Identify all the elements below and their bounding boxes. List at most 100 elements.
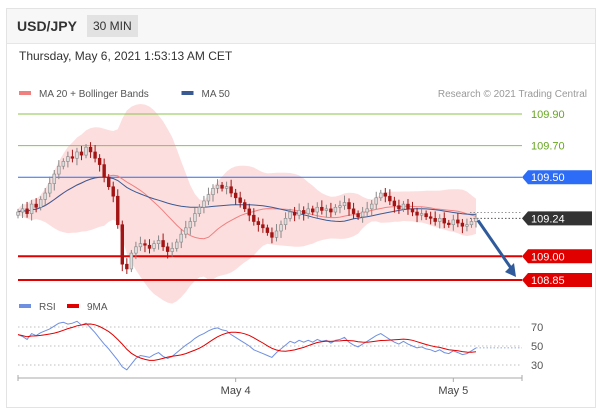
candle-body bbox=[410, 208, 415, 213]
candle-body bbox=[406, 203, 410, 210]
candle-body bbox=[57, 165, 61, 175]
candle-body bbox=[75, 151, 79, 159]
candle-body bbox=[469, 221, 474, 225]
candle-body bbox=[283, 218, 288, 225]
ma50-legend-swatch bbox=[181, 91, 194, 95]
ma20-legend-label: MA 20 + Bollinger Bands bbox=[39, 89, 149, 100]
candle-body bbox=[48, 183, 52, 194]
candle-body bbox=[252, 214, 256, 222]
symbol-title: USD/JPY bbox=[17, 18, 77, 34]
forecast-arrow-head bbox=[505, 263, 516, 277]
candle-body bbox=[274, 230, 279, 238]
rsi-legend-label: RSI bbox=[39, 302, 56, 313]
candle-body bbox=[43, 192, 47, 200]
candle-body bbox=[20, 208, 25, 213]
candle-body bbox=[256, 221, 261, 225]
rsi-ma-line bbox=[17, 323, 477, 361]
candle-body bbox=[438, 218, 442, 222]
level-tag-bg-109-24 bbox=[522, 211, 592, 226]
x-tick-label: May 5 bbox=[438, 385, 468, 397]
candle-body bbox=[206, 194, 211, 202]
candle-body bbox=[379, 192, 383, 199]
candle-body bbox=[88, 146, 93, 153]
candle-body bbox=[338, 205, 342, 208]
candle-body bbox=[279, 224, 283, 232]
candle-body bbox=[29, 203, 34, 214]
candle-body bbox=[61, 161, 66, 167]
candle-body bbox=[388, 195, 392, 202]
candle-body bbox=[360, 211, 365, 218]
rsi-ma-legend-label: 9MA bbox=[87, 302, 108, 313]
candle-body bbox=[320, 206, 324, 211]
candle-body bbox=[170, 248, 174, 252]
candle-body bbox=[138, 243, 143, 248]
candle-body bbox=[34, 203, 38, 208]
candle-body bbox=[383, 192, 388, 197]
chart-header: USD/JPY 30 MIN bbox=[7, 9, 595, 44]
candle-body bbox=[125, 263, 129, 270]
rsi-level-label-50: 50 bbox=[531, 341, 543, 353]
candle-body bbox=[392, 200, 397, 206]
candle-body bbox=[165, 246, 170, 252]
candle-body bbox=[311, 208, 315, 213]
ma50-line bbox=[17, 176, 476, 223]
timeframe-badge[interactable]: 30 MIN bbox=[87, 15, 138, 37]
candle-body bbox=[215, 184, 220, 189]
candle-body bbox=[474, 218, 478, 222]
candle-body bbox=[120, 224, 124, 265]
level-tag-109-70: 109.70 bbox=[531, 141, 565, 153]
candle-body bbox=[324, 208, 329, 211]
candle-body bbox=[374, 197, 378, 205]
bollinger-bands bbox=[18, 104, 476, 304]
candle-body bbox=[397, 205, 401, 210]
candle-body bbox=[97, 157, 102, 165]
candle-body bbox=[111, 186, 115, 197]
level-tag-bg-108-85 bbox=[522, 273, 592, 287]
candle-body bbox=[147, 244, 152, 249]
candle-body bbox=[93, 151, 97, 159]
candle-body bbox=[38, 199, 43, 208]
candle-body bbox=[415, 211, 419, 216]
candle-body bbox=[306, 208, 310, 214]
candle-body bbox=[442, 218, 446, 224]
candle-body bbox=[315, 206, 319, 213]
candle-body bbox=[197, 206, 202, 214]
candle-body bbox=[301, 210, 306, 214]
rsi-level-label-70: 70 bbox=[531, 322, 543, 334]
candle-body bbox=[52, 173, 56, 184]
rsi-ma-legend-swatch bbox=[67, 304, 79, 308]
candle-body bbox=[129, 252, 134, 270]
candle-body bbox=[102, 164, 106, 178]
rsi-line bbox=[17, 320, 477, 371]
candle-body bbox=[351, 208, 356, 214]
candle-body bbox=[456, 219, 460, 224]
timestamp-text: Thursday, May 6, 2021 1:53:13 AM CET bbox=[19, 49, 233, 63]
candle-body bbox=[460, 222, 465, 227]
candle-body bbox=[193, 213, 197, 222]
candle-body bbox=[447, 222, 451, 225]
candle-body bbox=[179, 233, 183, 243]
level-tag-108-85: 108.85 bbox=[531, 275, 565, 287]
candle-body bbox=[156, 240, 161, 244]
candle-body bbox=[233, 192, 238, 199]
candle-body bbox=[347, 202, 351, 210]
candle-body bbox=[292, 211, 297, 216]
candle-body bbox=[428, 216, 433, 219]
ma50-legend-label: MA 50 bbox=[202, 89, 231, 100]
level-tag-bg-109-00 bbox=[522, 249, 592, 264]
candle-body bbox=[247, 208, 251, 216]
candle-body bbox=[143, 243, 147, 246]
candle-body bbox=[270, 232, 274, 238]
candle-body bbox=[424, 213, 428, 218]
candle-body bbox=[451, 219, 456, 225]
credit-text: Research © 2021 Trading Central bbox=[438, 89, 587, 100]
candle-body bbox=[152, 243, 156, 249]
candle-body bbox=[365, 208, 369, 213]
candle-body bbox=[419, 213, 424, 216]
level-tag-109-24: 109.24 bbox=[531, 213, 565, 225]
candle-body bbox=[184, 227, 188, 235]
candle-body bbox=[84, 146, 88, 156]
forecast-arrow-shaft bbox=[476, 219, 515, 272]
candle-body bbox=[297, 210, 301, 216]
